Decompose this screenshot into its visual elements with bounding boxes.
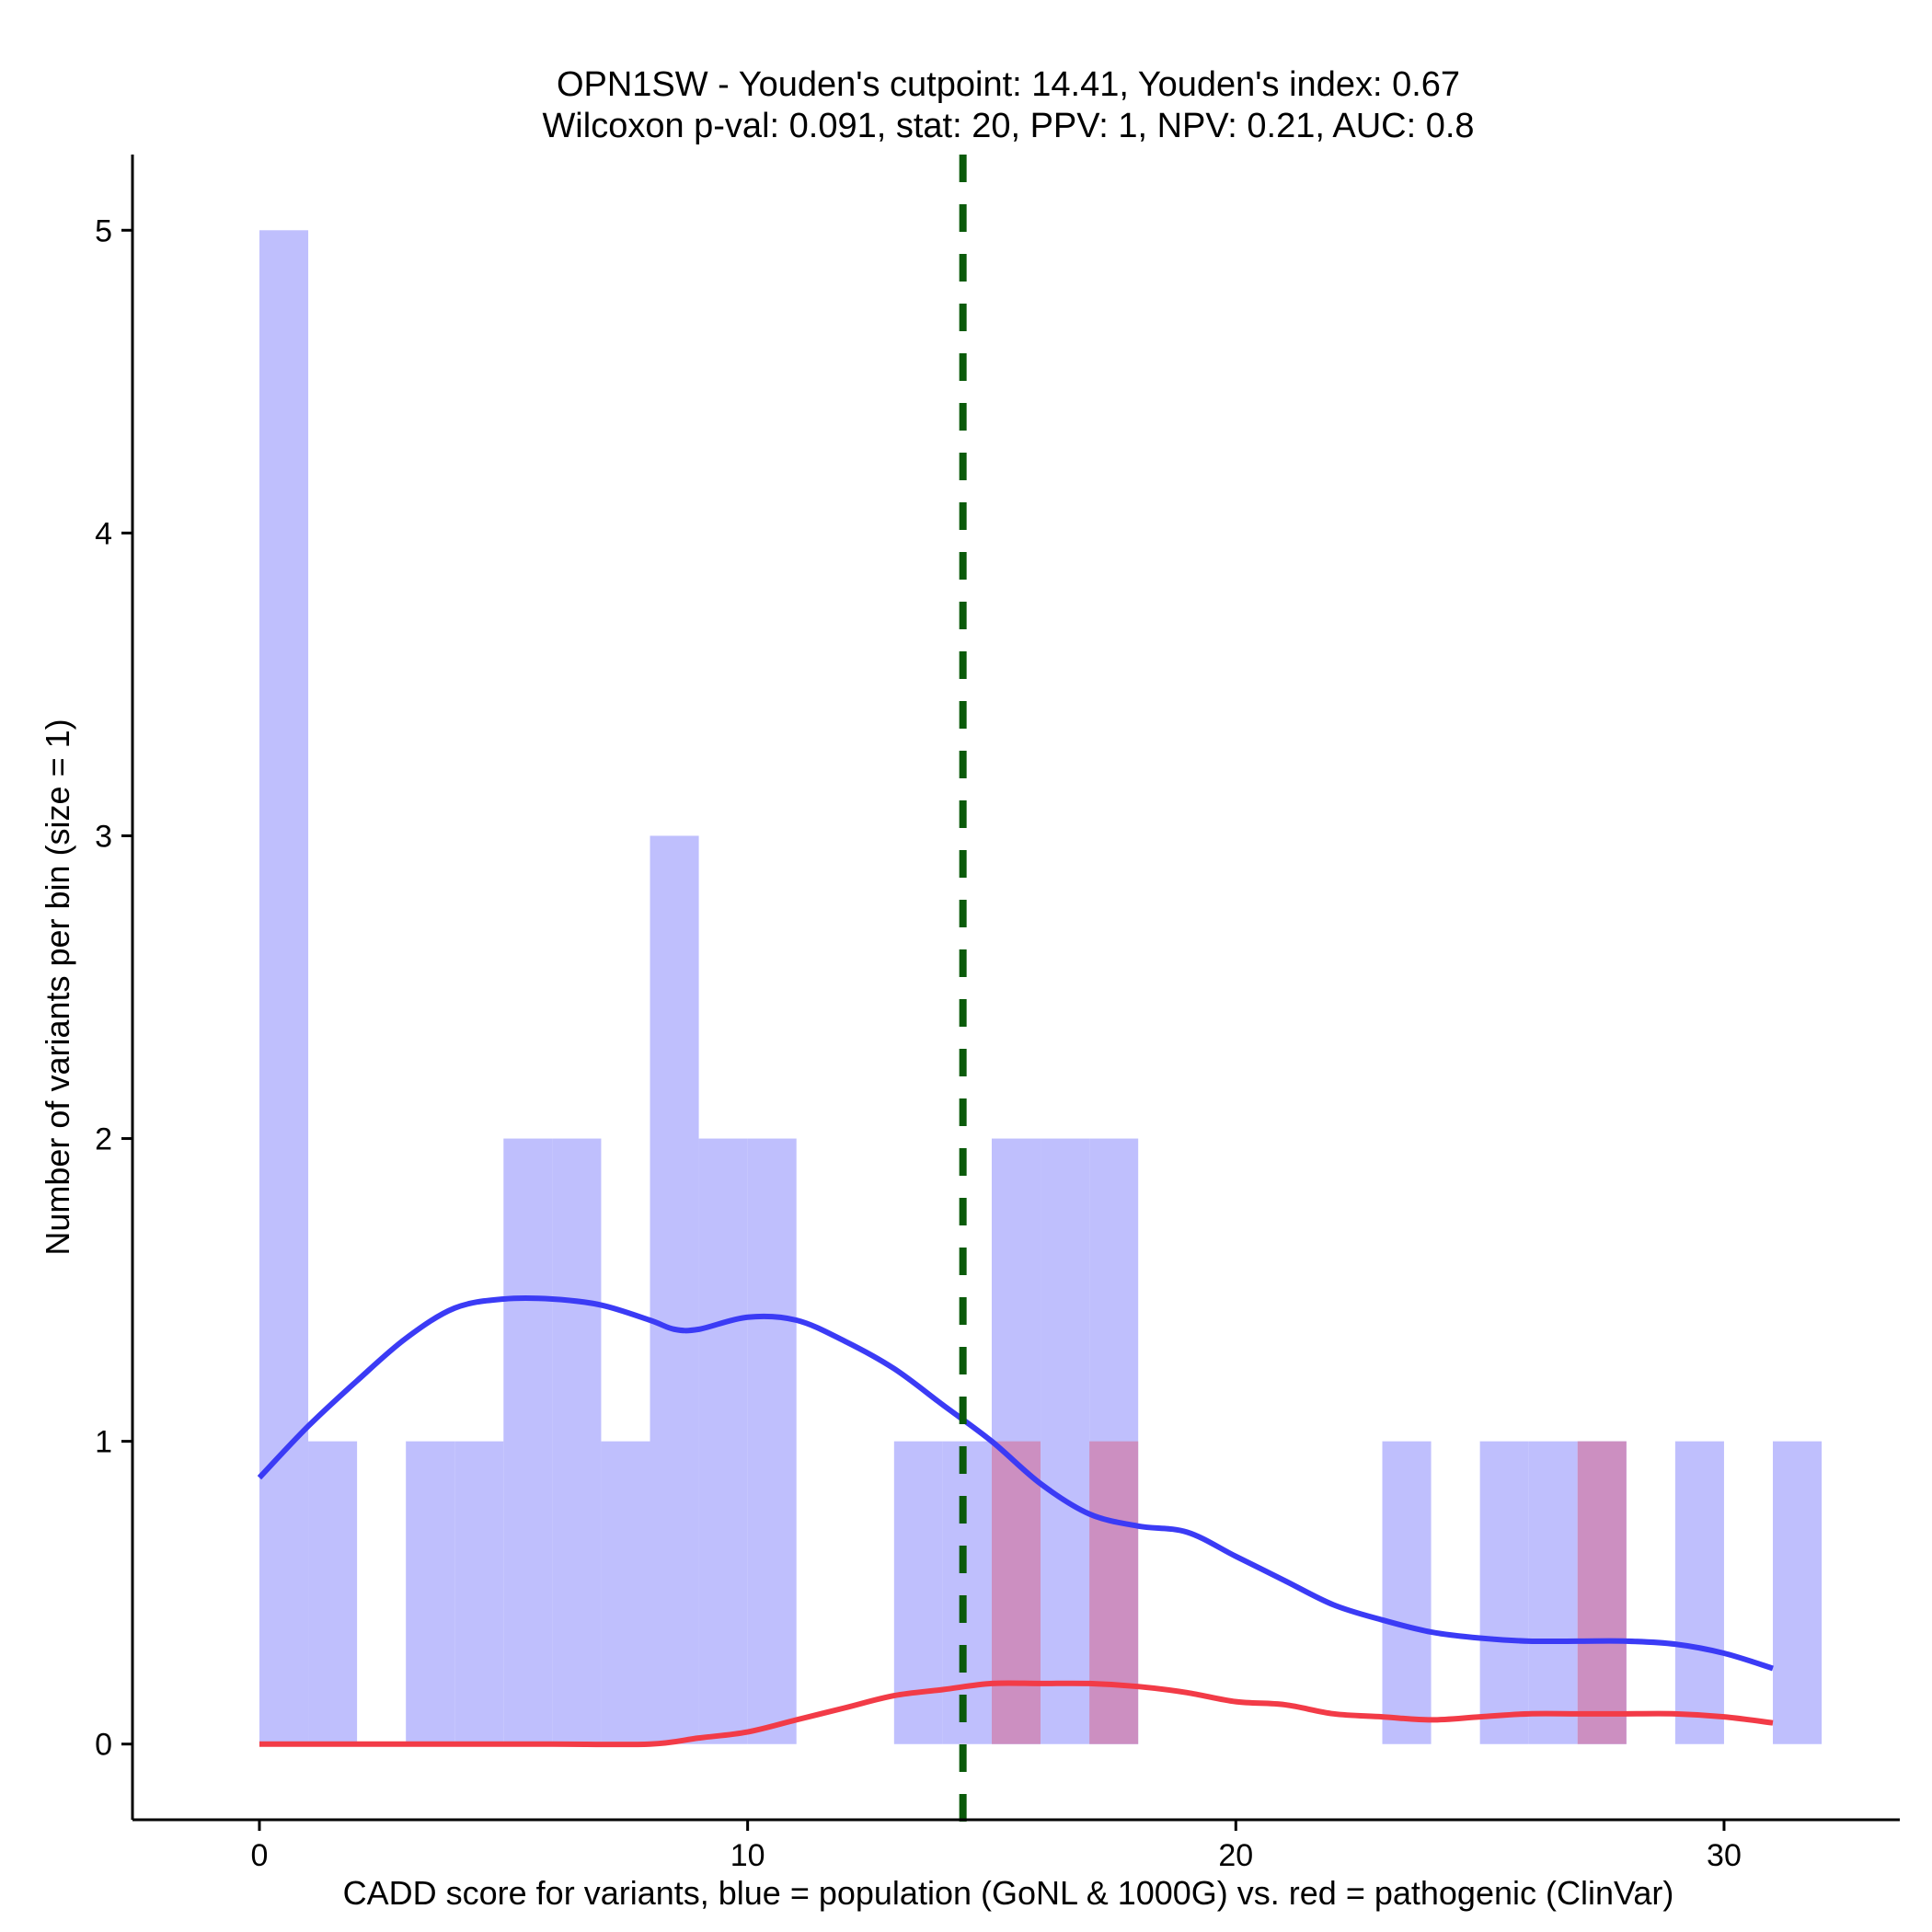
- population-bar: [747, 1138, 797, 1744]
- population-bar: [650, 835, 699, 1744]
- population-bar: [601, 1441, 650, 1744]
- y-tick-label: 2: [95, 1122, 112, 1157]
- y-tick-label: 3: [95, 819, 112, 854]
- axes-layer: 0 1 2 3 4 5 0 10 20 30: [95, 155, 1900, 1873]
- pathogenic-bar: [1577, 1441, 1627, 1744]
- population-bar: [552, 1138, 602, 1744]
- pathogenic-bar: [991, 1441, 1041, 1744]
- population-bar: [1773, 1441, 1823, 1744]
- population-bar: [259, 230, 309, 1744]
- y-tick-label: 4: [95, 516, 112, 551]
- population-bar: [1674, 1441, 1724, 1744]
- y-axis-title: Number of variants per bin (size = 1): [39, 719, 76, 1255]
- chart-title-line1: OPN1SW - Youden's cutpoint: 14.41, Youde…: [557, 65, 1460, 104]
- population-bar: [1382, 1441, 1432, 1744]
- population-bar: [893, 1441, 943, 1744]
- density-lines-layer: [257, 1294, 1774, 1748]
- x-tick-label: 30: [1707, 1838, 1742, 1873]
- y-tick-label: 0: [95, 1728, 112, 1763]
- population-bar: [698, 1138, 748, 1744]
- population-bar: [1041, 1138, 1090, 1744]
- population-bar: [503, 1138, 553, 1744]
- population-density-line: [257, 1294, 1774, 1672]
- bars-layer: [259, 230, 1823, 1744]
- x-tick-label: 0: [251, 1838, 269, 1873]
- population-bar: [308, 1441, 358, 1744]
- pathogenic-density-line: [259, 1680, 1774, 1748]
- y-tick-label: 1: [95, 1425, 112, 1460]
- population-bar: [942, 1441, 992, 1744]
- x-tick-label: 20: [1218, 1838, 1253, 1873]
- x-axis-title: CADD score for variants, blue = populati…: [343, 1874, 1674, 1912]
- y-tick-label: 5: [95, 213, 112, 248]
- x-tick-label: 10: [730, 1838, 765, 1873]
- chart-title-line2: Wilcoxon p-val: 0.091, stat: 20, PPV: 1,…: [542, 107, 1474, 145]
- population-bar: [1528, 1441, 1578, 1744]
- pathogenic-bar: [1089, 1441, 1139, 1744]
- population-bar: [1479, 1441, 1529, 1744]
- population-bar: [406, 1441, 455, 1744]
- population-bar: [454, 1441, 504, 1744]
